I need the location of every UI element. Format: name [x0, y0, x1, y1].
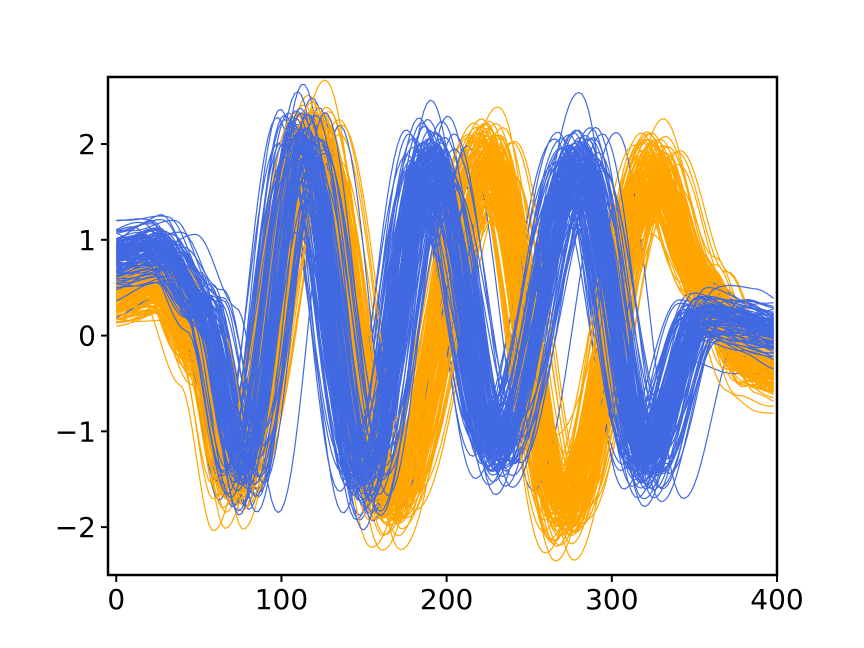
class-a-series-line — [116, 114, 774, 487]
y-tick-label: −1 — [55, 415, 96, 448]
x-tick-label: 400 — [750, 583, 803, 616]
class-b-series-line — [116, 120, 774, 561]
x-tick-label: 100 — [255, 583, 308, 616]
x-axis: 0 100 200 300 400 — [107, 575, 804, 616]
class-a-series-line — [116, 143, 774, 512]
class-a-series-line — [116, 140, 774, 485]
series-lines — [115, 79, 775, 562]
class-a-series-line — [116, 136, 774, 517]
x-tick-label: 0 — [107, 583, 125, 616]
x-tick-label: 300 — [585, 583, 638, 616]
y-tick-label: 1 — [78, 224, 96, 257]
class-a-series-line — [116, 110, 774, 481]
y-tick-label: 2 — [78, 128, 96, 161]
class-a-series-line — [116, 139, 774, 478]
class-a-series-line — [116, 151, 774, 473]
x-tick-label: 200 — [420, 583, 473, 616]
class-a-series-line — [116, 112, 774, 496]
class-a-series-line — [116, 138, 774, 477]
class-b-series-line — [116, 110, 774, 517]
class-a-series-line — [116, 157, 774, 486]
y-tick-label: −2 — [55, 511, 96, 544]
plot-frame — [106, 75, 779, 577]
class-a-series-line — [116, 136, 774, 509]
y-axis: −2 −1 0 1 2 — [55, 128, 108, 544]
y-tick-label: 0 — [78, 320, 96, 353]
class-a-series-line — [116, 170, 774, 472]
class-a-series-line — [116, 148, 774, 462]
